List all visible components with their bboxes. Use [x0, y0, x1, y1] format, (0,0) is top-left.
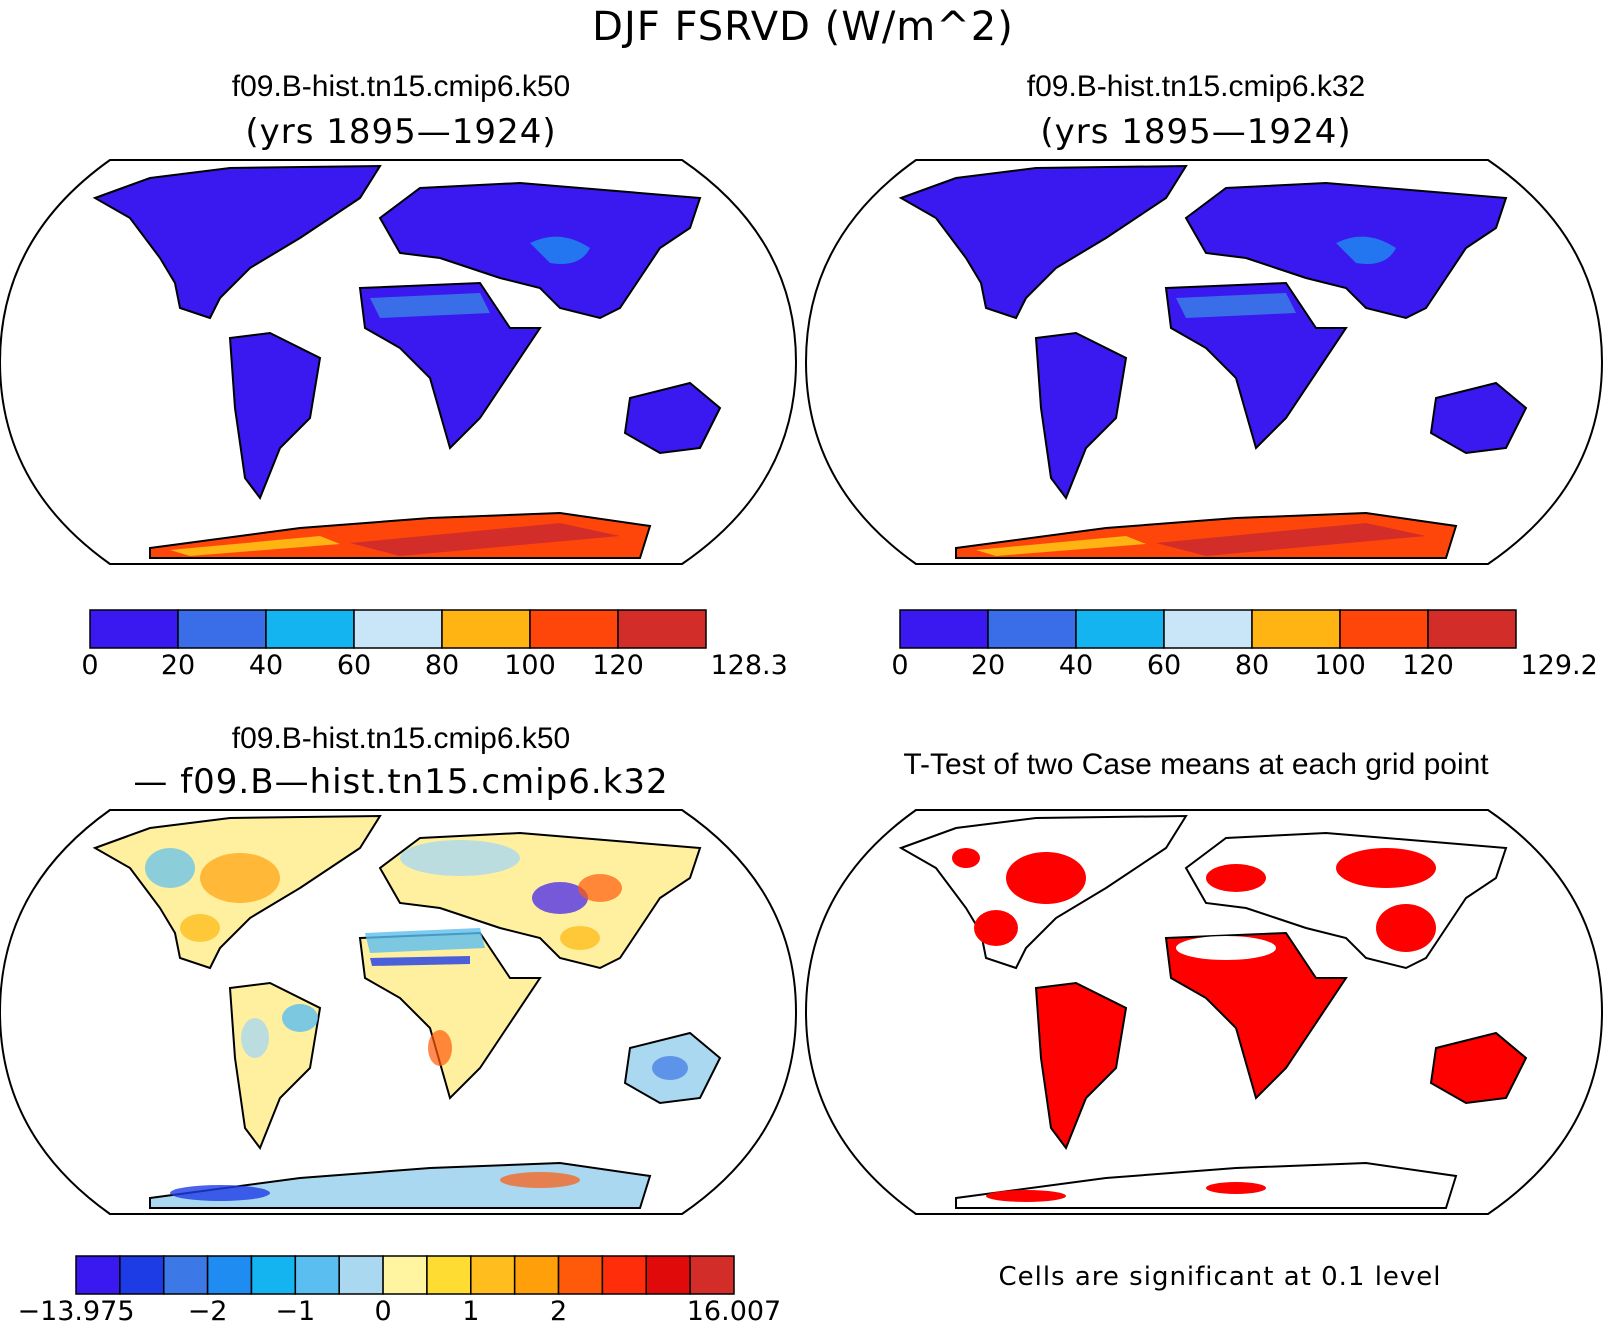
colorbar-tick-label: −1: [275, 1296, 316, 1327]
colorbar-tick-label: 0: [374, 1296, 392, 1327]
colorbar-tick-label: 80: [424, 650, 460, 681]
colorbar-swatch: [601, 1255, 648, 1295]
colorbar-swatch: [1075, 609, 1165, 649]
panel-4-title: T-Test of two Case means at each grid po…: [903, 748, 1489, 781]
land-north-america: [92, 164, 382, 320]
panel-2-map: [804, 159, 1604, 565]
colorbar-swatch: [645, 1255, 691, 1295]
colorbar-tick-label: 20: [970, 650, 1006, 681]
colorbar-tick-label: 40: [1058, 650, 1094, 681]
colorbar-swatch: [557, 1255, 604, 1295]
panel-2-title: f09.B-hist.tn15.cmip6.k32: [1026, 70, 1366, 103]
figure-title: DJF FSRVD (W/m^2): [592, 4, 1014, 50]
sahara-band: [370, 293, 490, 318]
colorbar-tick-label: −13.975: [17, 1296, 135, 1327]
colorbar-tick-label: −2: [187, 1296, 228, 1327]
colorbar-swatch: [250, 1255, 297, 1295]
colorbar-tick-label: 1: [462, 1296, 480, 1327]
panel-1-title: f09.B-hist.tn15.cmip6.k50: [231, 70, 571, 103]
colorbar-tick-label: 0: [81, 650, 99, 681]
panel-3-subtitle: — f09.B—hist.tn15.cmip6.k32: [133, 762, 669, 802]
panel-1-colorbar: [89, 609, 707, 649]
colorbar-tick-label: 100: [504, 650, 556, 681]
colorbar-swatch: [294, 1255, 340, 1295]
asia-plateau: [530, 236, 590, 264]
colorbar-swatch: [529, 609, 619, 649]
panel-4-map: [804, 809, 1604, 1215]
colorbar-tick-label: 0: [891, 650, 909, 681]
panel-1-subtitle: (yrs 1895—1924): [245, 112, 557, 152]
colorbar-tick-label: 80: [1234, 650, 1270, 681]
colorbar-swatch: [162, 1255, 209, 1295]
colorbar-tick-label: 120: [1402, 650, 1454, 681]
colorbar-swatch: [338, 1255, 384, 1295]
colorbar-tick-label: 60: [336, 650, 372, 681]
colorbar-swatch: [441, 609, 531, 649]
land-south-america: [228, 331, 322, 501]
panel-3-map: [0, 809, 798, 1215]
colorbar-swatch: [382, 1255, 428, 1295]
colorbar-swatch: [206, 1255, 253, 1295]
panel-1-map: [0, 159, 798, 565]
land-australia: [623, 381, 722, 455]
colorbar-tick-label: 129.2: [1520, 650, 1598, 681]
colorbar-swatch: [177, 609, 267, 649]
colorbar-swatch: [1339, 609, 1429, 649]
colorbar-swatch: [899, 609, 989, 649]
colorbar-tick-label: 60: [1146, 650, 1182, 681]
colorbar-swatch: [513, 1255, 560, 1295]
land-africa: [358, 281, 542, 450]
colorbar-swatch: [119, 1255, 165, 1295]
panel-2-subtitle: (yrs 1895—1924): [1040, 112, 1352, 152]
colorbar-tick-label: 16.007: [686, 1296, 782, 1327]
colorbar-swatch: [689, 1255, 735, 1295]
colorbar-swatch: [470, 1255, 516, 1295]
colorbar-swatch: [265, 609, 355, 649]
colorbar-swatch: [89, 609, 179, 649]
colorbar-swatch: [617, 609, 707, 649]
colorbar-tick-label: 100: [1314, 650, 1366, 681]
colorbar-swatch: [75, 1255, 121, 1295]
colorbar-swatch: [987, 609, 1077, 649]
colorbar-tick-label: 2: [549, 1296, 568, 1327]
colorbar-swatch: [1251, 609, 1341, 649]
panel-4-note: Cells are significant at 0.1 level: [998, 1262, 1442, 1292]
panel-2-colorbar: [899, 609, 1517, 649]
colorbar-swatch: [426, 1255, 472, 1295]
colorbar-tick-label: 128.3: [710, 650, 788, 681]
panel-3-title: f09.B-hist.tn15.cmip6.k50: [231, 722, 571, 755]
colorbar-swatch: [1163, 609, 1253, 649]
colorbar-tick-label: 20: [160, 650, 196, 681]
colorbar-swatch: [1427, 609, 1517, 649]
panel-3-colorbar: [75, 1255, 735, 1295]
colorbar-tick-label: 40: [248, 650, 284, 681]
colorbar-swatch: [353, 609, 443, 649]
colorbar-tick-label: 120: [592, 650, 644, 681]
